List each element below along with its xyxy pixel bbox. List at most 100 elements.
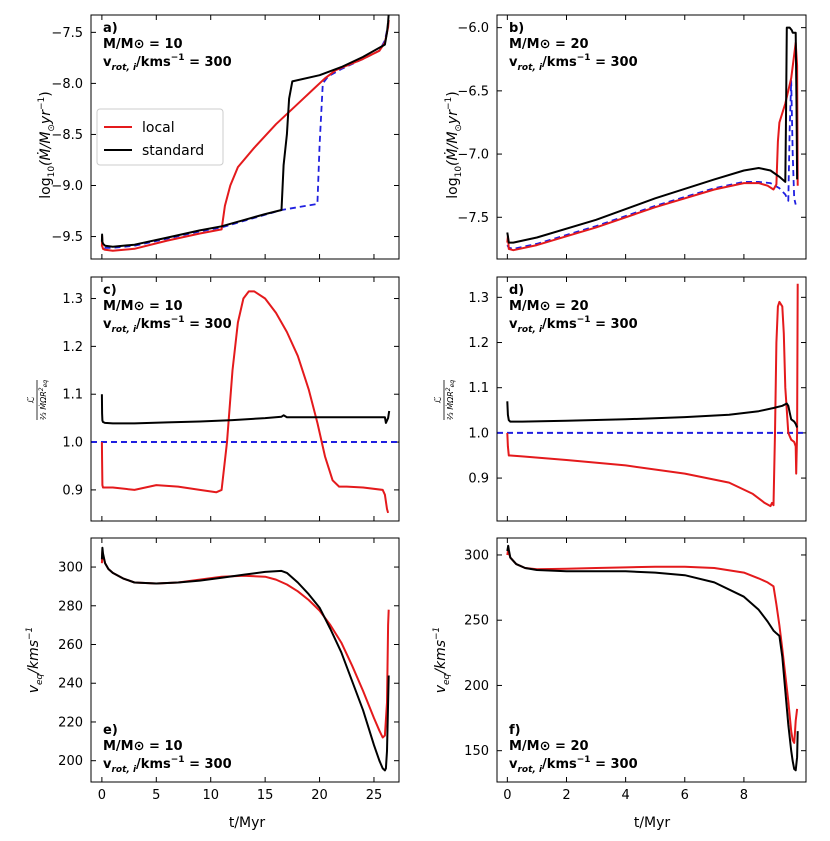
frame-f: [496, 537, 807, 783]
annotation-vrot-part-a-0: v: [103, 55, 112, 70]
annotation-vrot-part-d-4: = 300: [591, 317, 638, 332]
ylabel-a: log10(Ṁ/M⊙yr−1): [36, 91, 57, 198]
y-tick-label-a-0: −9.5: [51, 230, 83, 245]
series-c-standard: [100, 394, 391, 425]
series-e-local: [100, 550, 390, 739]
frame-e: [90, 537, 400, 783]
annotation-vrot-part-a-2: /kms: [136, 55, 171, 70]
y-tick-label-d-2: 1.1: [468, 381, 489, 396]
annotation-vrot-part-b-1: rot, i: [517, 63, 542, 73]
y-tick-label-a-2: −8.5: [51, 128, 83, 143]
series-f-standard: [506, 544, 799, 772]
annotation-vrot-part-b-0: v: [509, 55, 518, 70]
x-tick-label-f-1: 2: [562, 788, 570, 803]
annotation-vrot-part-c-1: rot, i: [111, 325, 136, 335]
x-tick-label-e-5: 25: [366, 788, 383, 803]
annotation-mass-b: M/M⊙ = 20: [509, 37, 589, 52]
x-tick-label-e-3: 15: [257, 788, 274, 803]
y-tick-label-e-5: 300: [58, 561, 83, 576]
series-e-standard: [100, 546, 390, 772]
annotation-vrot-part-f-3: −1: [577, 755, 591, 765]
x-tick-label-f-2: 4: [621, 788, 629, 803]
annotation-vrot-part-e-3: −1: [171, 755, 185, 765]
y-tick-label-b-0: −7.5: [457, 211, 489, 226]
y-tick-label-e-0: 200: [58, 754, 83, 769]
svg-text:ℒ̇: ℒ̇: [434, 397, 444, 403]
y-tick-label-d-0: 0.9: [468, 472, 489, 487]
annotation-vrot-part-c-2: /kms: [136, 317, 171, 332]
y-tick-label-e-1: 220: [58, 715, 83, 730]
svg-text:ℒ̇: ℒ̇: [27, 397, 37, 403]
y-tick-label-a-1: −9.0: [51, 179, 83, 194]
series-b-local: [506, 41, 799, 252]
series-a-standard: [100, 15, 390, 248]
series-b-standard: [506, 26, 799, 244]
annotation-vrot-part-e-4: = 300: [185, 757, 232, 772]
y-tick-label-e-2: 240: [58, 677, 83, 692]
x-tick-label-e-2: 10: [202, 788, 219, 803]
y-tick-label-c-4: 1.3: [62, 292, 83, 307]
annotation-vrot-part-c-0: v: [103, 317, 112, 332]
annotation-vrot-part-d-1: rot, i: [517, 325, 542, 335]
annotation-vrot-part-c-3: −1: [171, 315, 185, 325]
annotation-vrot-part-e-2: /kms: [136, 757, 171, 772]
annotation-label-d: d): [509, 283, 524, 298]
legend-label-local: local: [142, 120, 175, 136]
annotation-vrot-part-f-2: /kms: [542, 757, 577, 772]
y-tick-label-d-1: 1.0: [468, 426, 489, 441]
annotation-mass-d: M/M⊙ = 20: [509, 299, 589, 314]
y-tick-label-c-1: 1.0: [62, 436, 83, 451]
y-tick-label-a-3: −8.0: [51, 77, 83, 92]
ylabel-f: veq/kms−1: [432, 627, 452, 694]
annotation-mass-f: M/M⊙ = 20: [509, 739, 589, 754]
svg-text:⅔ ṀΩR2eq: ⅔ ṀΩR2eq: [445, 380, 456, 420]
legend-label-standard: standard: [142, 143, 204, 159]
annotation-vrot-part-b-3: −1: [577, 53, 591, 63]
annotation-vrot-part-e-0: v: [103, 757, 112, 772]
series-f-local: [506, 548, 799, 744]
annotation-vrot-d: vrot, i/kms−1 = 300: [509, 315, 638, 335]
annotation-vrot-part-b-4: = 300: [591, 55, 638, 70]
x-tick-label-e-1: 5: [152, 788, 160, 803]
annotation-label-b: b): [509, 21, 524, 36]
plot-area-a: [100, 15, 390, 252]
y-tick-label-b-3: −6.0: [457, 21, 489, 36]
frame-d: [496, 276, 807, 522]
y-tick-label-d-3: 1.2: [468, 336, 489, 351]
annotation-vrot-part-f-4: = 300: [591, 757, 638, 772]
plot-area-b: [506, 26, 799, 252]
annotation-label-f: f): [509, 723, 521, 738]
y-tick-label-a-4: −7.5: [51, 26, 83, 41]
y-tick-label-f-2: 250: [464, 614, 489, 629]
annotation-vrot-c: vrot, i/kms−1 = 300: [103, 315, 232, 335]
annotation-label-a: a): [103, 21, 118, 36]
annotation-vrot-part-d-0: v: [509, 317, 518, 332]
xlabel-left: t/Myr: [229, 815, 266, 831]
plot-area-f: [506, 544, 799, 772]
plot-area-c: [91, 290, 399, 514]
annotation-vrot-part-c-4: = 300: [185, 317, 232, 332]
x-tick-label-e-0: 0: [98, 788, 106, 803]
y-tick-label-e-3: 260: [58, 638, 83, 653]
annotation-vrot-b: vrot, i/kms−1 = 300: [509, 53, 638, 73]
xlabel-right: t/Myr: [634, 815, 671, 831]
annotation-vrot-part-e-1: rot, i: [111, 765, 136, 775]
frame-b: [496, 14, 807, 260]
annotation-vrot-e: vrot, i/kms−1 = 300: [103, 755, 232, 775]
y-tick-label-d-4: 1.3: [468, 291, 489, 306]
series-d-local: [506, 283, 799, 508]
y-tick-label-c-2: 1.1: [62, 388, 83, 403]
x-tick-label-f-4: 8: [740, 788, 748, 803]
frame-c: [90, 276, 400, 522]
ylabel-b: log10(Ṁ/M⊙yr−1): [443, 91, 464, 198]
x-tick-label-f-3: 6: [681, 788, 689, 803]
plot-area-e: [100, 546, 390, 772]
annotation-vrot-part-a-1: rot, i: [111, 63, 136, 73]
annotation-vrot-f: vrot, i/kms−1 = 300: [509, 755, 638, 775]
frame-a: [90, 14, 400, 260]
ylabel-d: ℒ̇ ⅔ ṀΩR2eq: [434, 380, 456, 420]
